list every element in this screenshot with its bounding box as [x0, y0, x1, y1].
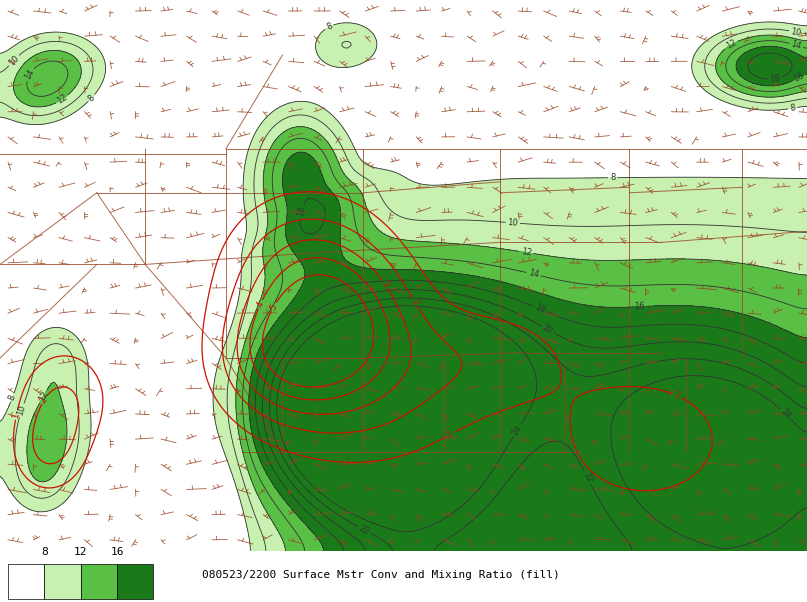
Text: 22: 22: [581, 471, 594, 485]
Bar: [81, 563, 117, 600]
Text: 8: 8: [325, 22, 334, 32]
Text: 12: 12: [521, 247, 532, 258]
Text: 10: 10: [15, 404, 27, 417]
Text: 14: 14: [527, 268, 540, 280]
Text: 16: 16: [634, 302, 645, 311]
Text: 10: 10: [7, 54, 21, 67]
Text: 12: 12: [725, 38, 738, 51]
Text: 16: 16: [111, 547, 123, 557]
Text: 3: 3: [379, 279, 390, 289]
Text: 2: 2: [39, 395, 49, 405]
Text: 1: 1: [673, 391, 682, 401]
Text: 18: 18: [295, 205, 307, 218]
Text: 10: 10: [790, 27, 802, 38]
Text: 10: 10: [508, 218, 518, 228]
Text: 8: 8: [610, 173, 616, 182]
Text: 18: 18: [533, 303, 546, 315]
Text: 2: 2: [409, 297, 420, 306]
Text: 1: 1: [11, 411, 22, 419]
Bar: [44, 563, 81, 600]
Text: 5: 5: [268, 302, 279, 312]
Text: 24: 24: [511, 423, 524, 437]
Text: 22: 22: [358, 524, 371, 536]
Text: 16: 16: [792, 71, 805, 84]
Text: 8: 8: [7, 393, 18, 402]
Text: 14: 14: [790, 40, 802, 51]
Bar: [117, 563, 153, 600]
Text: 12: 12: [74, 547, 87, 557]
Text: 12: 12: [36, 389, 50, 403]
Text: 14: 14: [23, 67, 36, 81]
Text: 4: 4: [255, 300, 266, 309]
Text: 24: 24: [779, 407, 792, 421]
Text: 8: 8: [41, 547, 48, 557]
Text: 12: 12: [55, 93, 69, 106]
Bar: [8, 563, 44, 600]
Text: 20: 20: [541, 323, 554, 336]
Text: 18: 18: [769, 73, 780, 84]
Text: 8: 8: [86, 93, 97, 103]
Text: 8: 8: [789, 104, 796, 113]
Text: 080523/2200 Surface Mstr Conv and Mixing Ratio (fill): 080523/2200 Surface Mstr Conv and Mixing…: [202, 570, 559, 580]
Text: 1: 1: [446, 429, 455, 439]
